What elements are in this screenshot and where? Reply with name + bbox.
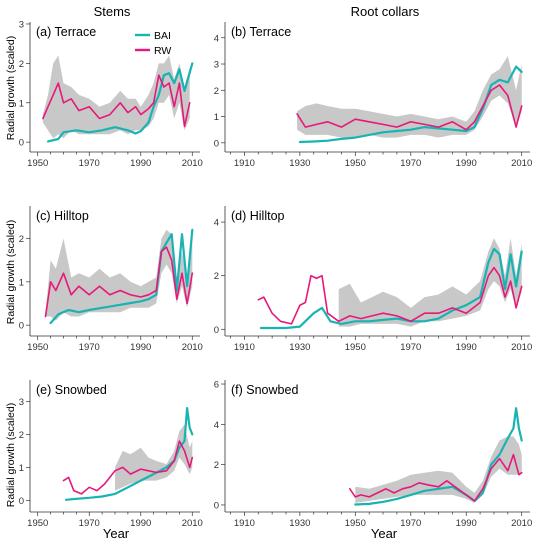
series-line-rw — [42, 74, 191, 128]
panel-label: (f) Snowbed — [231, 383, 298, 397]
x-tick-label: 1950 — [27, 518, 48, 529]
x-tick-label: 2010 — [511, 342, 532, 353]
x-tick-label: 1930 — [289, 158, 310, 169]
legend: BAI RW — [135, 30, 171, 57]
x-tick-label: 1910 — [234, 158, 255, 169]
panel-e-snowbed: 1950 1970 1990 2010 0 1 2 3 (e) Snowbed — [19, 380, 203, 529]
panel-a-terrace: 1950 1970 1990 2010 0 1 2 3 (a) Terrace — [19, 19, 203, 169]
series-line-bai — [298, 65, 523, 144]
y-axis-title-row-3: Radial growth (scaled) — [5, 403, 17, 507]
y-tick-label: 0 — [214, 138, 219, 149]
y-tick-label: 1 — [19, 277, 24, 288]
x-tick-label: 2010 — [182, 158, 203, 169]
x-tick-label: 1970 — [79, 518, 100, 529]
y-tick-label: 3 — [214, 60, 219, 71]
x-tick-label: 1990 — [130, 342, 151, 353]
x-tick-label: 1930 — [289, 342, 310, 353]
y-tick-label: 0 — [19, 496, 24, 507]
series-line-bai — [46, 62, 194, 143]
legend-label-rw: RW — [154, 45, 171, 57]
y-tick-label: 4 — [214, 218, 219, 229]
x-tick-label: 1910 — [234, 342, 255, 353]
series-line-rw — [257, 266, 523, 325]
series-line-bai — [64, 407, 194, 501]
x-axis-title-left: Year — [103, 526, 130, 541]
series-line-rw — [296, 84, 523, 131]
confidence-band — [355, 436, 522, 503]
series-line-rw — [348, 453, 523, 502]
series-line-bai — [49, 228, 194, 325]
y-tick-label: 1 — [19, 463, 24, 474]
panel-label: (c) Hilltop — [36, 209, 89, 223]
panel-c-hilltop: 1950 1970 1990 2010 0 1 2 (c) Hilltop — [19, 206, 203, 353]
y-tick-label: 2 — [214, 271, 219, 282]
y-tick-label: 2 — [19, 430, 24, 441]
x-tick-label: 1970 — [400, 342, 421, 353]
x-tick-label: 2010 — [511, 518, 532, 529]
panel-label: (d) Hilltop — [231, 209, 285, 223]
y-axis-title-row-1: Radial growth (scaled) — [5, 36, 17, 140]
x-tick-label: 2010 — [182, 342, 203, 353]
y-tick-label: 1 — [214, 112, 219, 123]
y-tick-label: 4 — [214, 420, 219, 431]
y-tick-label: 2 — [19, 234, 24, 245]
y-tick-label: 0 — [214, 325, 219, 336]
column-title-stems: Stems — [94, 4, 131, 19]
y-tick-label: 3 — [19, 397, 24, 408]
x-tick-label: 1970 — [79, 342, 100, 353]
x-tick-label: 1930 — [289, 518, 310, 529]
y-tick-label: 0 — [214, 500, 219, 511]
x-tick-label: 1950 — [27, 342, 48, 353]
y-tick-label: 0 — [19, 138, 24, 149]
panel-label: (a) Terrace — [36, 25, 96, 39]
x-tick-label: 1990 — [456, 342, 477, 353]
legend-label-bai: BAI — [154, 30, 171, 42]
y-tick-label: 2 — [214, 460, 219, 471]
y-tick-label: 1 — [19, 98, 24, 109]
x-tick-label: 2010 — [182, 518, 203, 529]
x-tick-label: 1950 — [345, 518, 366, 529]
x-tick-label: 1970 — [79, 158, 100, 169]
x-tick-label: 1950 — [345, 158, 366, 169]
y-axis-title-row-2: Radial growth (scaled) — [5, 220, 17, 324]
x-tick-label: 1990 — [456, 158, 477, 169]
x-tick-label: 1950 — [27, 158, 48, 169]
column-title-root-collars: Root collars — [351, 4, 420, 19]
x-tick-label: 1990 — [130, 158, 151, 169]
x-tick-label: 1910 — [234, 518, 255, 529]
confidence-band — [297, 56, 522, 138]
x-tick-label: 1990 — [456, 518, 477, 529]
panel-b-terrace: 1910 1930 1950 1970 1990 2010 0 1 2 3 4 (b) Terrace — [214, 22, 532, 169]
x-tick-label: 1970 — [400, 158, 421, 169]
y-tick-label: 6 — [214, 380, 219, 391]
confidence-band — [45, 229, 193, 321]
y-tick-label: 3 — [19, 19, 24, 30]
x-axis-title-right: Year — [371, 526, 398, 541]
series-line-rw — [44, 246, 194, 318]
x-tick-label: 1970 — [400, 518, 421, 529]
y-tick-label: 4 — [214, 33, 219, 44]
panel-d-hilltop: 1910 1930 1950 1970 1990 2010 0 2 4 (d) Hilltop — [214, 206, 532, 353]
y-tick-label: 0 — [19, 321, 24, 332]
series-line-rw — [62, 440, 194, 495]
confidence-band — [115, 424, 193, 491]
x-tick-label: 1950 — [345, 342, 366, 353]
panel-label: (b) Terrace — [231, 25, 291, 39]
y-tick-label: 2 — [19, 59, 24, 70]
x-tick-label: 1990 — [130, 518, 151, 529]
x-tick-label: 2010 — [511, 158, 532, 169]
panel-label: (e) Snowbed — [36, 383, 107, 397]
y-tick-label: 2 — [214, 86, 219, 97]
confidence-band — [338, 238, 522, 327]
confidence-band — [42, 55, 190, 139]
panel-f-snowbed: 1910 1930 1950 1970 1990 2010 0 2 4 6 (f) Snowbed — [214, 380, 533, 529]
